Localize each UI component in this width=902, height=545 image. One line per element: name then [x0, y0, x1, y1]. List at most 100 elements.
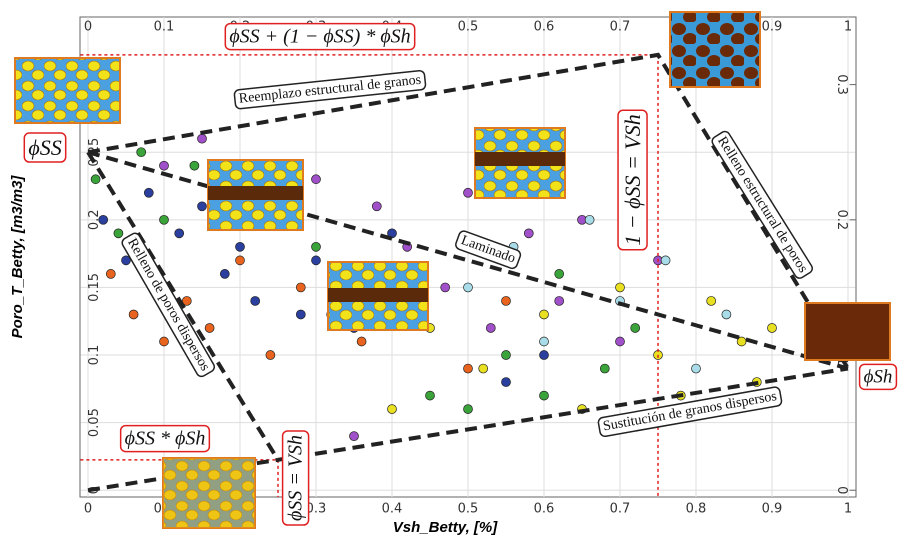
annotation-box — [617, 109, 648, 251]
annotation-text: ϕSS + (1 − ϕSS) * ϕSh — [229, 26, 410, 48]
point — [660, 255, 671, 266]
thumbnails — [14, 11, 891, 529]
point — [523, 228, 534, 239]
point — [501, 296, 511, 306]
x-tick-label: 1 — [844, 502, 852, 517]
point — [159, 336, 169, 347]
x2-tick-label: 0.5 — [458, 20, 479, 35]
y2-tick-label: 0 — [834, 486, 849, 494]
point — [159, 160, 169, 171]
point — [539, 350, 549, 360]
point — [356, 336, 367, 347]
point — [105, 269, 116, 279]
annotation-box — [224, 22, 416, 51]
x2-tick-label: 0.1 — [154, 20, 175, 35]
point — [90, 174, 101, 185]
annotation: ϕSS — [23, 132, 67, 163]
annotation-box — [597, 386, 783, 438]
point — [630, 323, 641, 333]
point — [463, 363, 473, 374]
point — [143, 187, 154, 198]
point — [371, 201, 382, 212]
x-tick-label: 0.8 — [686, 502, 707, 517]
x2-tick-label: 0 — [84, 20, 92, 35]
point — [136, 147, 147, 158]
point — [691, 363, 701, 374]
x-tick-label: 0.9 — [762, 502, 783, 517]
x2-tick-label: 1 — [844, 20, 852, 35]
x2-tick-label: 0.7 — [610, 20, 631, 35]
annotation: ϕSS = VSh — [281, 430, 310, 526]
point — [174, 228, 185, 239]
point — [539, 390, 549, 401]
point — [295, 309, 306, 320]
point — [615, 336, 625, 347]
x2-tick-label: 0.6 — [534, 20, 555, 35]
point — [197, 133, 207, 144]
point — [485, 323, 496, 333]
point — [235, 242, 245, 252]
x-axis-label: Vsh_Betty, [%] — [393, 519, 498, 536]
annotation-box — [119, 424, 211, 453]
y-tick-label: 0.2 — [87, 209, 102, 230]
point — [204, 323, 215, 333]
annotation-text: ϕSS * ϕSh — [125, 428, 206, 450]
x-tick-label: 0 — [84, 502, 92, 517]
annotation: ϕSh — [858, 363, 898, 391]
point — [250, 296, 261, 306]
x-tick-label: 0.5 — [458, 502, 479, 517]
annotation-box — [121, 232, 216, 378]
point — [235, 255, 245, 266]
point — [539, 336, 549, 347]
point — [615, 282, 625, 293]
annotation: 1 − ϕSS = VSh — [617, 109, 648, 251]
annotation-text: ϕSS = VSh — [285, 435, 307, 521]
point — [128, 309, 139, 320]
annotation-text: ϕSS — [28, 135, 61, 160]
point — [478, 363, 489, 374]
point — [767, 323, 777, 333]
model-line — [87, 52, 850, 370]
annotation-box — [233, 70, 427, 110]
x-tick-label: 0.6 — [534, 502, 555, 517]
y-tick-label: 0.05 — [87, 408, 102, 437]
point — [463, 282, 473, 293]
point — [219, 269, 230, 279]
x2-tick-label: 0.9 — [762, 20, 783, 35]
point — [539, 309, 549, 320]
point — [599, 363, 610, 374]
point — [121, 255, 131, 266]
point — [584, 214, 595, 225]
point — [463, 404, 473, 414]
annotation-text: 1 − ϕSS = VSh — [620, 114, 645, 246]
point — [311, 174, 321, 185]
point — [181, 296, 192, 306]
y-tick-label: 0.1 — [87, 345, 102, 366]
y2-tick-label: 0.2 — [834, 209, 849, 230]
annotation-box — [455, 230, 522, 270]
point — [349, 431, 359, 442]
annotation-box — [858, 363, 898, 391]
point — [463, 187, 473, 198]
point — [295, 282, 306, 293]
point — [265, 350, 276, 360]
point — [311, 242, 321, 252]
point — [501, 350, 511, 360]
point — [554, 296, 565, 306]
point — [387, 404, 397, 414]
annotation-text: ϕSh — [864, 366, 893, 387]
annotation: ϕSS * ϕSh — [119, 424, 211, 453]
point — [501, 377, 511, 387]
point — [113, 228, 124, 239]
point — [311, 255, 321, 266]
x-tick-label: 0.3 — [306, 502, 327, 517]
point — [425, 390, 435, 401]
x-tick-label: 0.4 — [382, 502, 403, 517]
annotation-box — [23, 132, 67, 163]
annotation-box — [281, 430, 310, 526]
y-tick-label: 0.15 — [87, 273, 102, 302]
point — [159, 214, 169, 225]
y-axis-label: Poro_T_Betty, [m3/m3] — [9, 175, 26, 339]
y2-tick-label: 0.3 — [834, 74, 849, 95]
